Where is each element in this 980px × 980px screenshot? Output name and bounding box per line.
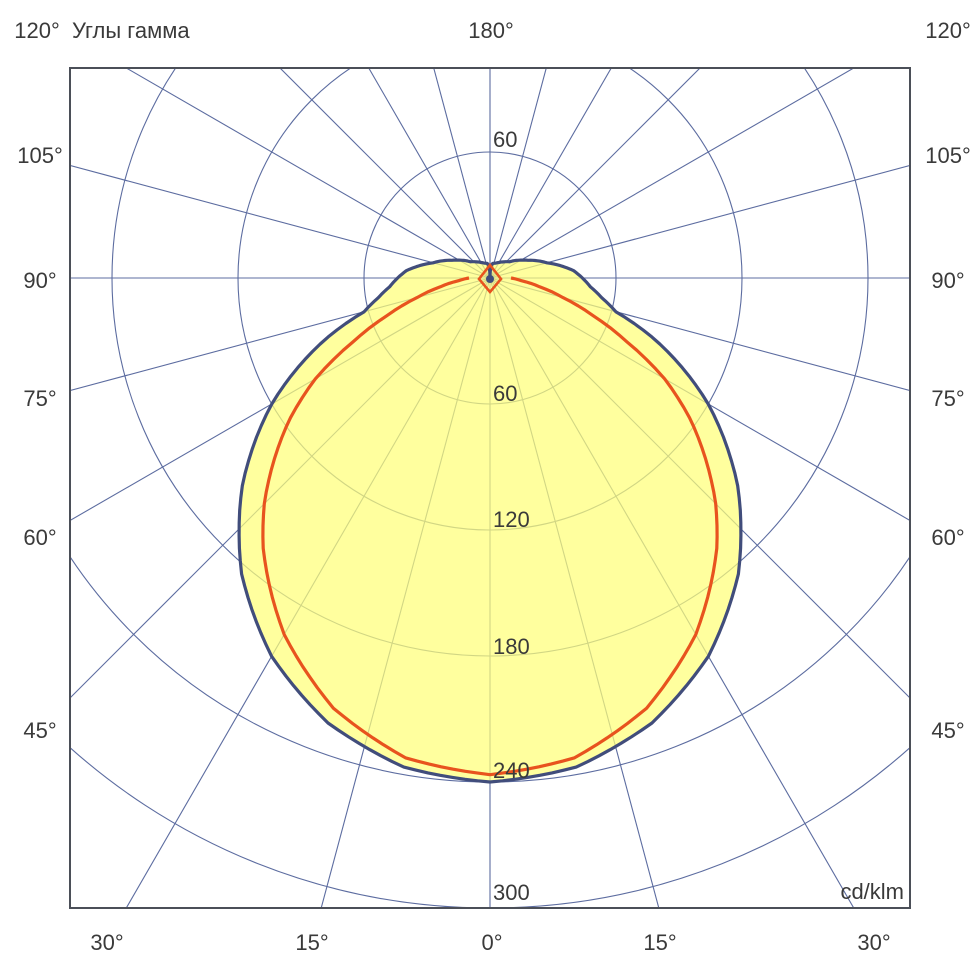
gamma-angle-label-top: 120° xyxy=(925,18,971,43)
radial-value-label: 240 xyxy=(493,758,530,783)
gamma-angle-label-right: 90° xyxy=(931,268,965,293)
chart-title: Углы гамма xyxy=(72,18,190,43)
gamma-angle-label-right: 75° xyxy=(931,386,965,411)
gamma-angle-label-left: 60° xyxy=(23,525,57,550)
gamma-angle-label-bottom: 0° xyxy=(481,930,503,955)
radial-value-label: 120 xyxy=(493,507,530,532)
gamma-angle-label-left: 75° xyxy=(23,386,57,411)
gamma-angle-label-right: 105° xyxy=(925,143,971,168)
gamma-angle-label-top: 120° xyxy=(14,18,60,43)
radial-value-label: 180 xyxy=(493,634,530,659)
gamma-angle-label-bottom: 30° xyxy=(857,930,891,955)
gamma-angle-label-right: 60° xyxy=(931,525,965,550)
gamma-angle-label-bottom: 30° xyxy=(90,930,124,955)
gamma-angle-label-left: 45° xyxy=(23,718,57,743)
gamma-angle-label-bottom: 15° xyxy=(643,930,677,955)
radial-value-label: 300 xyxy=(493,880,530,905)
gamma-angle-label-left: 105° xyxy=(17,143,63,168)
gamma-angle-label-right: 45° xyxy=(931,718,965,743)
gamma-angle-label-bottom: 15° xyxy=(295,930,329,955)
gamma-angle-label-top: 180° xyxy=(468,18,514,43)
radial-value-label: 60 xyxy=(493,381,518,406)
radial-value-label: 60 xyxy=(493,127,518,152)
gamma-angle-label-left: 90° xyxy=(23,268,57,293)
unit-label: cd/klm xyxy=(840,879,904,904)
